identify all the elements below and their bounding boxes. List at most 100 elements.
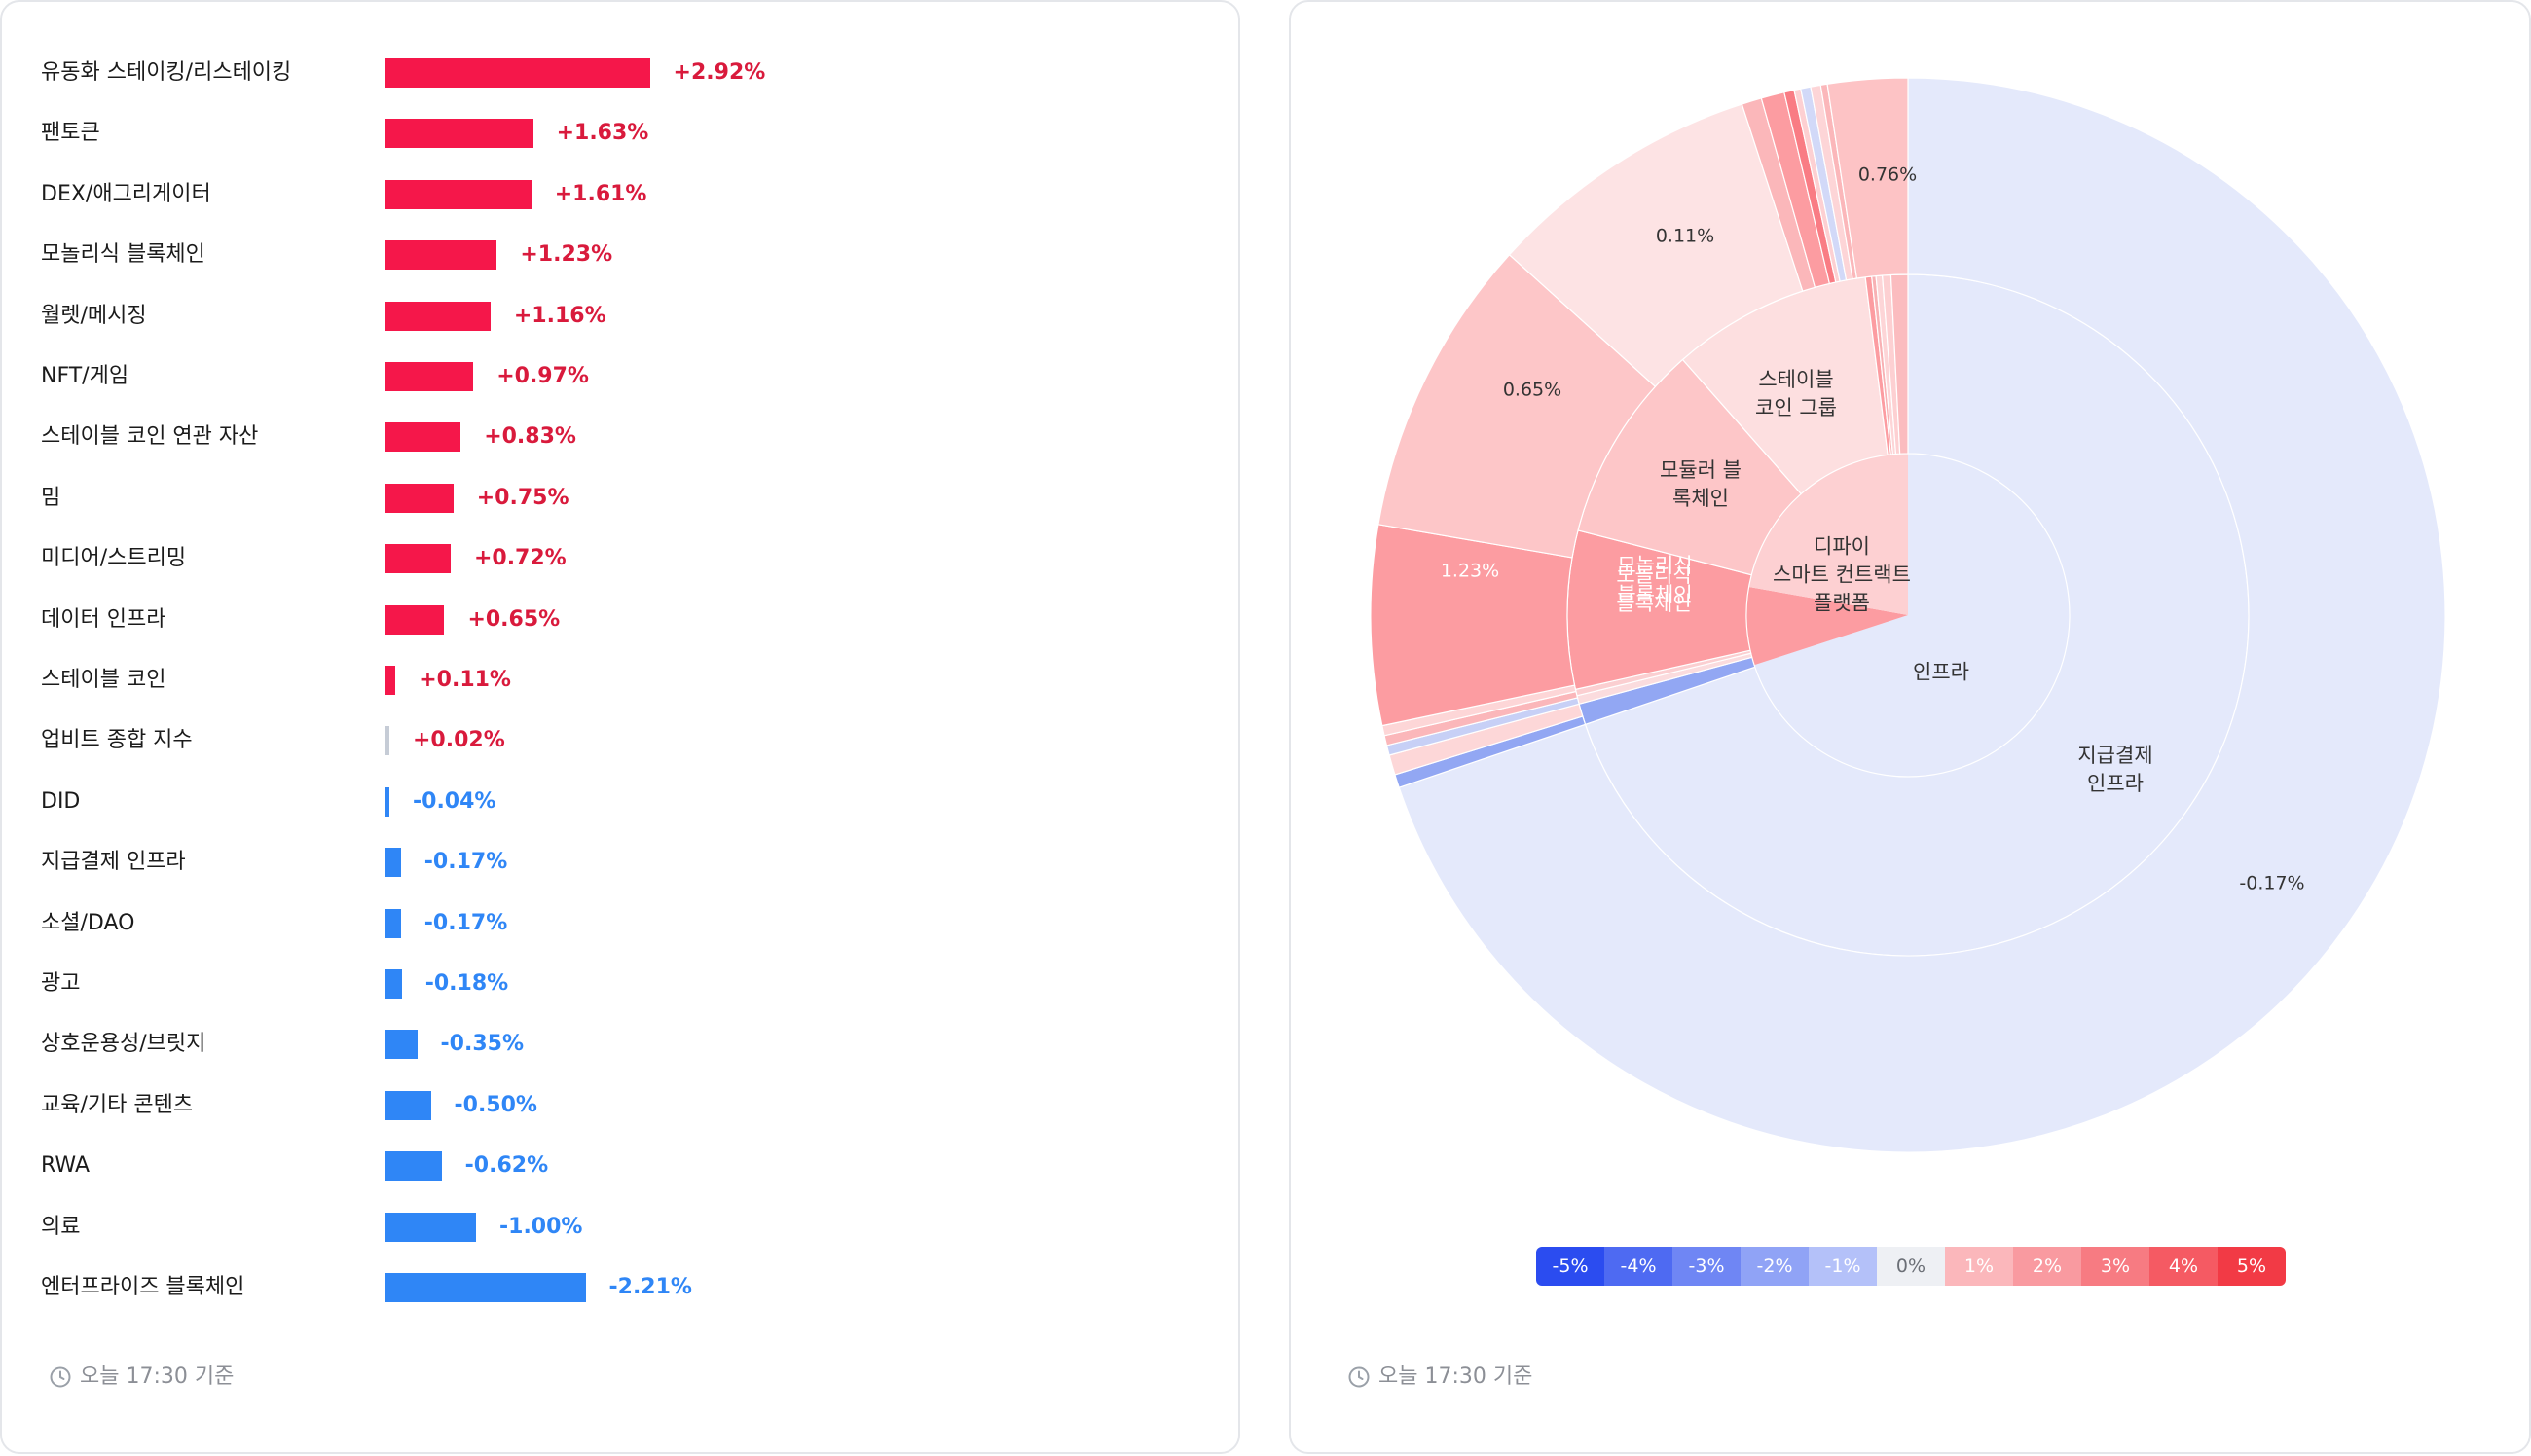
bar-row: 교육/기타 콘텐츠 -0.50% <box>2 1086 1238 1125</box>
bar-category-label: 광고 <box>41 971 81 996</box>
bar-category-label: DEX/애그리게이터 <box>41 181 211 206</box>
outer-ring-label: -0.17% <box>2239 873 2304 894</box>
legend-swatch: -1% <box>1809 1247 1877 1286</box>
bar <box>385 1151 442 1182</box>
bar <box>385 969 402 999</box>
clock-icon <box>50 1366 71 1388</box>
bar <box>385 544 451 574</box>
bar <box>385 1212 476 1242</box>
bar <box>385 1090 431 1120</box>
outer-ring-segment[interactable] <box>1826 77 1909 279</box>
outer-ring-label: 0.65% <box>1503 380 1561 401</box>
bar-row: 밈 +0.75% <box>2 479 1238 518</box>
bar <box>385 119 533 149</box>
bar <box>385 908 401 938</box>
bar-category-label: 밈 <box>41 485 61 510</box>
bar-row: 팬토큰 +1.63% <box>2 114 1238 153</box>
bar-row: 모놀리식 블록체인 +1.23% <box>2 236 1238 274</box>
bar-row: 스테이블 코인 연관 자산 +0.83% <box>2 418 1238 456</box>
legend-swatch: 4% <box>2149 1247 2218 1286</box>
bar-category-label: 업비트 종합 지수 <box>41 728 193 753</box>
bar-value-label: +0.11% <box>419 668 511 692</box>
bar-row: 광고 -0.18% <box>2 965 1238 1003</box>
legend-swatch: -4% <box>1604 1247 1672 1286</box>
bar-value-label: +0.83% <box>484 424 576 450</box>
legend-swatch: 5% <box>2218 1247 2286 1286</box>
bar-category-label: 상호운용성/브릿지 <box>41 1032 206 1057</box>
bar-category-label: 유동화 스테이킹/리스테이킹 <box>41 60 292 85</box>
bar-value-label: +1.61% <box>554 181 647 206</box>
bar-row: DEX/애그리게이터 +1.61% <box>2 175 1238 214</box>
bar <box>385 58 650 88</box>
legend-swatch: 3% <box>2081 1247 2149 1286</box>
inner-ring-segment[interactable] <box>1748 454 1908 615</box>
bar <box>385 422 461 453</box>
bar-row: 소셜/DAO -0.17% <box>2 904 1238 943</box>
bar-row: NFT/게임 +0.97% <box>2 357 1238 396</box>
bar-category-label: 월렛/메시징 <box>41 303 147 328</box>
outer-ring-label: 0.11% <box>1656 226 1714 247</box>
bar <box>385 848 401 878</box>
bar-category-label: 소셜/DAO <box>41 910 135 935</box>
bar-category-label: DID <box>41 788 81 814</box>
bar <box>385 1273 586 1302</box>
bar-value-label: +1.16% <box>513 303 606 328</box>
bar <box>385 666 396 695</box>
footer-timestamp: 오늘 17:30 기준 <box>49 1361 234 1394</box>
bar <box>385 362 474 391</box>
bar-value-label: -0.04% <box>413 788 496 814</box>
footer-text: 오늘 17:30 기준 <box>80 1365 235 1389</box>
bar <box>385 1030 418 1060</box>
bar-category-label: 스테이블 코인 연관 자산 <box>41 424 259 450</box>
legend-swatch: 0% <box>1877 1247 1945 1286</box>
bar-row: 미디어/스트리밍 +0.72% <box>2 539 1238 578</box>
bar-value-label: +0.02% <box>413 728 505 753</box>
bar-row: 월렛/메시징 +1.16% <box>2 297 1238 336</box>
bar <box>385 786 389 817</box>
bar-category-label: NFT/게임 <box>41 364 129 388</box>
middle-ring-label: 지급결제 인프라 <box>2077 744 2152 795</box>
bar-value-label: +2.92% <box>673 60 766 85</box>
bar <box>385 179 532 209</box>
bar-row: RWA -0.62% <box>2 1147 1238 1185</box>
bar <box>385 483 454 513</box>
inner-ring-label: 인프라 <box>1913 660 1969 683</box>
outer-ring-segment[interactable] <box>1398 77 2446 1153</box>
bar-row: 데이터 인프라 +0.65% <box>2 601 1238 639</box>
bar-row: 상호운용성/브릿지 -0.35% <box>2 1025 1238 1064</box>
bar-category-label: 모놀리식 블록체인 <box>41 242 205 268</box>
color-scale-legend: -5% -4% -3% -2% -1% 0% 1% 2% 3% 4% 5% <box>1536 1247 2286 1286</box>
inner-ring-label: 디파이 스마트 컨트랙트 플랫폼 <box>1773 534 1911 614</box>
bar-value-label: +0.97% <box>496 364 589 388</box>
legend-swatch: -5% <box>1536 1247 1604 1286</box>
inner-ring-label: 모놀리식 블록체인 <box>1616 564 1691 615</box>
middle-ring-label: 스테이블 코인 그룹 <box>1755 368 1837 419</box>
legend-swatch: -3% <box>1672 1247 1741 1286</box>
footer-text: 오늘 17:30 기준 <box>1378 1365 1533 1389</box>
bar-value-label: -0.17% <box>423 910 508 935</box>
bar <box>385 604 445 635</box>
bar-category-label: 스테이블 코인 <box>41 668 166 692</box>
bar-category-label: RWA <box>41 1153 90 1179</box>
bar-value-label: +0.72% <box>473 546 567 571</box>
bar-row: DID -0.04% <box>2 783 1238 821</box>
bar-category-label: 미디어/스트리밍 <box>41 546 187 571</box>
outer-ring-label: 0.76% <box>1858 164 1917 186</box>
bar-value-label: -2.21% <box>608 1275 692 1299</box>
inner-ring-segment[interactable] <box>1746 586 1908 666</box>
bar-value-label: -0.35% <box>440 1032 525 1057</box>
inner-ring-segment[interactable] <box>1754 454 2070 777</box>
bar-value-label: -0.18% <box>424 971 509 996</box>
bar-category-label: 팬토큰 <box>41 121 100 146</box>
bar-category-label: 데이터 인프라 <box>41 606 166 632</box>
footer-timestamp: 오늘 17:30 기준 <box>1347 1361 1532 1394</box>
outer-ring-label: 1.23% <box>1441 561 1499 582</box>
bar-category-label: 엔터프라이즈 블록체인 <box>41 1275 245 1299</box>
bar <box>385 240 497 271</box>
bar-chart-card: 유동화 스테이킹/리스테이킹 +2.92% 팬토큰 +1.63% DEX/애그리게이터 +… <box>0 0 1240 1454</box>
bar-value-label: -0.50% <box>454 1092 537 1117</box>
bar-category-label: 지급결제 인프라 <box>41 850 186 875</box>
middle-ring-label: 모듈러 블 록체인 <box>1660 458 1742 510</box>
bar-row: 엔터프라이즈 블록체인 -2.21% <box>2 1268 1238 1307</box>
middle-ring-label: 모놀리식 블록체인 <box>1617 554 1692 606</box>
